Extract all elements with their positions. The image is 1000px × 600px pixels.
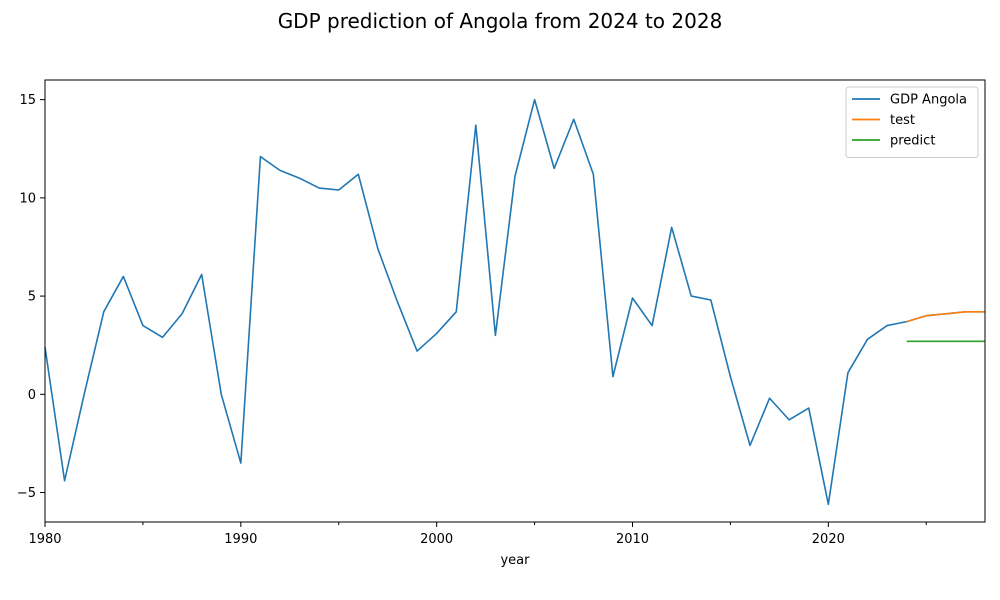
y-axis: −5 0 5 10 15 (17, 93, 45, 501)
x-axis: 1980 1990 2000 2010 2020 (28, 522, 927, 547)
series-line-test (906, 310, 985, 323)
legend-label: test (890, 113, 915, 128)
y-tick-label: 15 (19, 93, 36, 108)
x-tick-label: 2020 (812, 532, 845, 547)
legend-label: predict (890, 134, 935, 149)
plot-lines (44, 98, 985, 506)
x-tick-label: 2010 (616, 532, 649, 547)
x-axis-label: year (500, 553, 530, 568)
y-tick-label: 5 (28, 290, 36, 305)
y-tick-label: −5 (17, 486, 36, 501)
x-tick-label: 2000 (420, 532, 453, 547)
y-tick-label: 10 (19, 191, 36, 206)
y-tick-label: 0 (28, 388, 36, 403)
series-line-gdp-angola (44, 98, 985, 506)
x-tick-label: 1990 (224, 532, 257, 547)
chart-title: GDP prediction of Angola from 2024 to 20… (278, 9, 723, 33)
legend-label: GDP Angola (890, 93, 967, 108)
legend: GDP Angola test predict (845, 86, 979, 158)
plot-frame (44, 79, 986, 523)
x-tick-label: 1980 (28, 532, 61, 547)
